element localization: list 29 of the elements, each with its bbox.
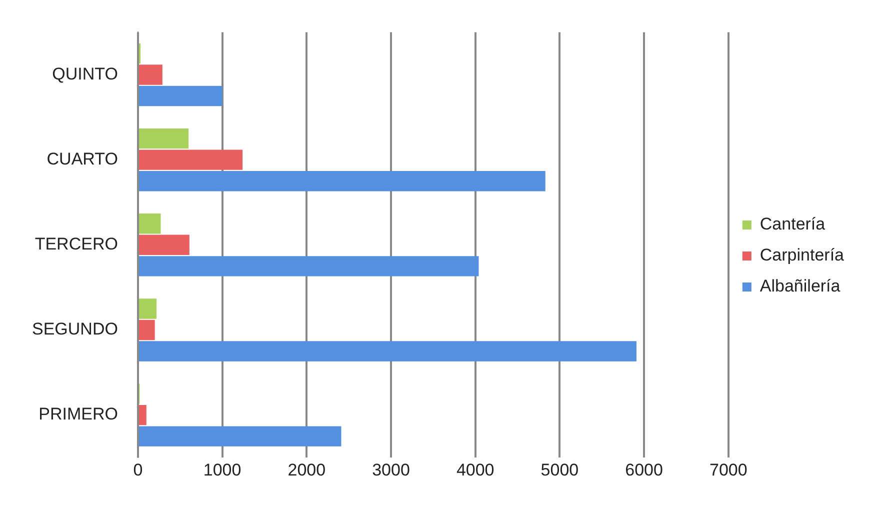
bar [138, 170, 546, 192]
x-tick-label: 1000 [203, 460, 242, 480]
legend-label: Cantería [760, 214, 826, 234]
bar [138, 214, 161, 234]
bar [138, 320, 155, 340]
y-tick-label: SEGUNDO [32, 320, 118, 339]
bar [138, 150, 243, 170]
legend-label: Albañilería [760, 276, 841, 296]
x-tick-label: 6000 [625, 460, 663, 480]
bar [138, 404, 146, 426]
y-tick-label: CUARTO [46, 150, 118, 169]
legend-label: Carpintería [760, 246, 845, 265]
bar [138, 298, 157, 319]
x-tick-label: 5000 [540, 460, 579, 480]
x-tick-label: 4000 [456, 460, 494, 480]
bar [138, 341, 636, 362]
y-tick-label: QUINTO [52, 64, 118, 84]
y-tick-label: TERCERO [34, 234, 118, 254]
bar [138, 256, 479, 276]
bar [138, 234, 190, 256]
x-tick-label: 0 [133, 460, 143, 480]
x-tick-label: 7000 [709, 460, 748, 480]
x-tick-label: 2000 [288, 460, 326, 480]
x-tick-label: 3000 [372, 460, 410, 480]
y-tick-label: PRIMERO [38, 404, 118, 424]
bar [138, 64, 162, 85]
bar [138, 128, 189, 149]
bar [138, 86, 222, 106]
bar [138, 426, 342, 446]
